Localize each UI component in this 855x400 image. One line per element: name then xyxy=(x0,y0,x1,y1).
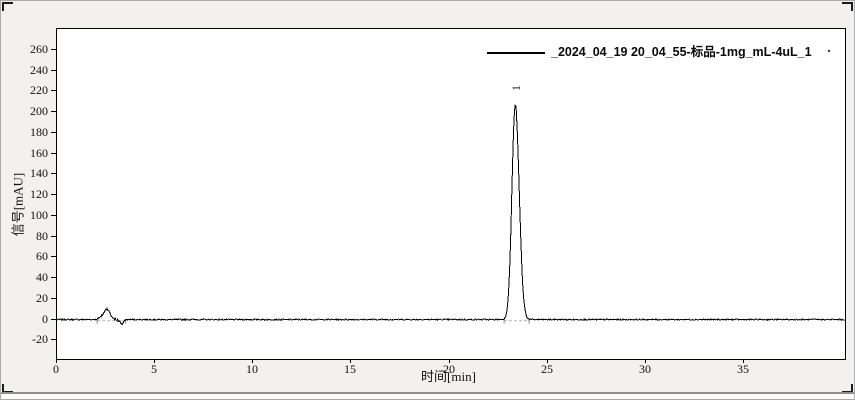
y-tick-mark xyxy=(51,132,56,133)
x-tick-label: 35 xyxy=(737,362,749,376)
y-tick-label: 60 xyxy=(36,249,48,263)
y-tick-mark xyxy=(51,256,56,257)
legend[interactable]: _2024_04_19 20_04_55-标品-1mg_mL-4uL_1 xyxy=(487,41,847,63)
y-tick-mark xyxy=(51,173,56,174)
y-tick-mark xyxy=(51,153,56,154)
x-tick-label: 15 xyxy=(344,362,356,376)
legend-trailing-dot: . xyxy=(827,39,832,56)
x-tick-label: 5 xyxy=(151,362,157,376)
y-tick-label: 220 xyxy=(30,83,48,97)
x-tick-mark xyxy=(252,359,253,363)
signal-trace-canvas xyxy=(57,104,845,326)
y-tick-mark xyxy=(51,277,56,278)
chromatogram-trace xyxy=(57,104,845,326)
y-tick-mark xyxy=(51,111,56,112)
panel-bottom-divider xyxy=(1,392,854,394)
x-axis-label: 时间[min] xyxy=(421,369,476,384)
y-tick-mark xyxy=(51,49,56,50)
y-tick-label: -20 xyxy=(32,332,48,346)
y-tick-label: 160 xyxy=(30,146,48,160)
selection-corner-topleft-icon xyxy=(2,2,13,11)
y-tick-mark xyxy=(51,90,56,91)
peak-number-label: 1 xyxy=(509,85,523,91)
legend-line-marker xyxy=(487,52,545,54)
x-tick-mark xyxy=(56,359,57,363)
y-tick-mark xyxy=(51,298,56,299)
x-tick-mark xyxy=(645,359,646,363)
panel-bottom-strip xyxy=(1,394,854,399)
y-tick-label: 240 xyxy=(30,63,48,77)
legend-series-label[interactable]: _2024_04_19 20_04_55-标品-1mg_mL-4uL_1 xyxy=(551,45,812,59)
y-tick-label: 20 xyxy=(36,291,48,305)
y-tick-mark xyxy=(51,236,56,237)
y-tick-label: 120 xyxy=(30,187,48,201)
y-tick-mark xyxy=(51,319,56,320)
x-tick-mark xyxy=(449,359,450,363)
x-tick-mark xyxy=(154,359,155,363)
y-tick-label: 80 xyxy=(36,229,48,243)
x-tick-label: 0 xyxy=(53,362,59,376)
x-tick-label: 20 xyxy=(443,362,455,376)
y-tick-mark xyxy=(51,339,56,340)
y-tick-label: 140 xyxy=(30,166,48,180)
x-tick-label: 30 xyxy=(639,362,651,376)
y-tick-label: 260 xyxy=(30,42,48,56)
x-tick-label: 25 xyxy=(541,362,553,376)
x-tick-label: 10 xyxy=(246,362,258,376)
x-tick-mark xyxy=(350,359,351,363)
x-tick-mark xyxy=(547,359,548,363)
y-tick-label: 200 xyxy=(30,104,48,118)
selection-corner-topright-icon xyxy=(842,2,853,11)
y-tick-label: 100 xyxy=(30,208,48,222)
y-tick-mark xyxy=(51,194,56,195)
y-tick-mark xyxy=(51,70,56,71)
plot-area[interactable] xyxy=(56,28,846,360)
y-tick-label: 40 xyxy=(36,270,48,284)
y-tick-label: 0 xyxy=(42,312,48,326)
x-tick-mark xyxy=(743,359,744,363)
y-tick-mark xyxy=(51,215,56,216)
y-tick-label: 180 xyxy=(30,125,48,139)
